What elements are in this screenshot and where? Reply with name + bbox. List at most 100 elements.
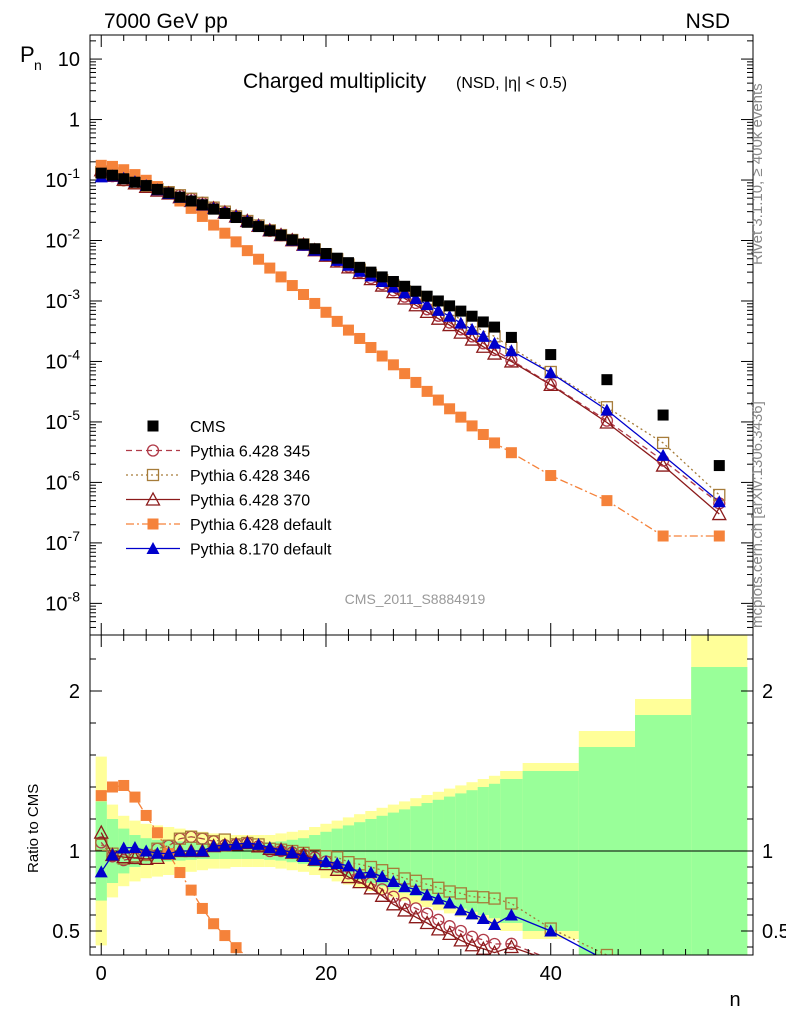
ratio-point [398, 880, 412, 893]
ratio-ylabel: Ratio to CMS [25, 784, 42, 873]
data-point [443, 309, 457, 322]
ratio-point [504, 908, 518, 921]
ratio-point [387, 890, 400, 903]
ratio-point [505, 937, 518, 950]
ratio-point [138, 851, 154, 866]
ratio-point [385, 896, 401, 911]
legend-label: CMS [190, 419, 226, 436]
side-label-rivet: Rivet 3.1.10, ≥ 400k events [749, 83, 766, 265]
data-point [475, 338, 491, 353]
data-point [399, 280, 411, 292]
ratio-y-tick-label: 0.5 [762, 921, 786, 943]
ratio-point [196, 902, 208, 914]
ratio-point [117, 841, 131, 854]
data-point [151, 183, 163, 195]
y-tick-label: 10-2 [45, 226, 80, 253]
data-point [713, 530, 725, 542]
data-point [275, 229, 287, 241]
legend-marker [147, 420, 159, 432]
data-point [174, 191, 186, 203]
analysis-label: CMS_2011_S8884919 [345, 591, 486, 607]
ratio-point [488, 937, 501, 951]
ratio-point [465, 930, 479, 943]
main-subtitle: (NSD, |η| < 0.5) [456, 75, 567, 92]
data-point [140, 180, 152, 192]
ratio-point [409, 902, 423, 915]
ratio-y-tick-label: 0.5 [52, 921, 80, 943]
ratio-point [488, 944, 501, 955]
data-point [431, 303, 445, 316]
ratio-point [118, 779, 130, 791]
data-point [488, 336, 502, 349]
data-point [713, 460, 725, 472]
main-series-layer [93, 159, 727, 542]
ratio-point [374, 887, 390, 902]
ratio-point [600, 948, 614, 955]
data-point [399, 368, 411, 380]
y-tick-label: 1 [69, 110, 80, 132]
ratio-point [106, 781, 118, 793]
data-point [477, 316, 489, 328]
ratio-point [363, 880, 379, 895]
ratio-point [397, 902, 413, 917]
data-point [455, 411, 467, 423]
ratio-point [340, 869, 357, 884]
data-point [408, 297, 424, 312]
ratio-point [464, 937, 480, 952]
legend-label: Pythia 6.428 345 [190, 444, 310, 461]
ratio-point [376, 883, 389, 896]
legend-marker [146, 444, 160, 457]
ratio-point [544, 924, 558, 937]
data-point [253, 253, 265, 265]
ratio-point [274, 843, 288, 856]
ratio-point [139, 844, 153, 857]
data-point [286, 280, 298, 292]
y-tick-label: 10-1 [45, 165, 80, 192]
ratio-point [329, 861, 345, 876]
ratio-point [476, 912, 490, 925]
ratio-series-clipped [93, 779, 664, 955]
ratio-point [465, 907, 479, 920]
ratio-point [308, 853, 322, 866]
data-point [219, 227, 231, 239]
ratio-point [386, 874, 400, 887]
data-point [95, 159, 107, 171]
legend-marker [146, 468, 160, 482]
data-point [504, 344, 518, 357]
data-point [410, 376, 422, 388]
data-point [354, 261, 366, 273]
data-point [421, 385, 433, 397]
ratio-point [174, 867, 186, 879]
data-point [163, 187, 175, 199]
data-point [185, 195, 197, 207]
data-point [320, 306, 332, 318]
ratio-point [150, 846, 164, 859]
data-point [241, 245, 253, 257]
legend: CMS Pythia 6.428 345 Pythia 6.428 346 Pythi… [126, 419, 332, 559]
data-point [477, 428, 489, 440]
ratio-point [503, 939, 519, 954]
main-ylabel: P [20, 42, 35, 67]
ratio-point [128, 841, 142, 854]
data-point [465, 322, 479, 335]
data-point [208, 203, 220, 215]
data-point [342, 257, 354, 269]
ratio-point [443, 920, 456, 933]
ratio-point [129, 791, 141, 803]
legend-label: Pythia 6.428 default [190, 517, 332, 534]
data-point [185, 202, 197, 214]
data-point [410, 285, 422, 297]
data-point [442, 317, 458, 332]
ratio-point [140, 809, 152, 821]
y-tick-label: 10 [58, 49, 80, 71]
data-point [486, 345, 503, 360]
header-left-title: 7000 GeV pp [104, 10, 228, 33]
ratio-point [408, 909, 424, 924]
ratio-point [420, 888, 434, 901]
data-point [505, 447, 517, 459]
ratio-point [229, 837, 243, 850]
y-tick-label: 10-3 [45, 286, 80, 313]
ratio-point [364, 865, 378, 878]
data-point [118, 164, 130, 176]
ratio-point [207, 839, 221, 852]
